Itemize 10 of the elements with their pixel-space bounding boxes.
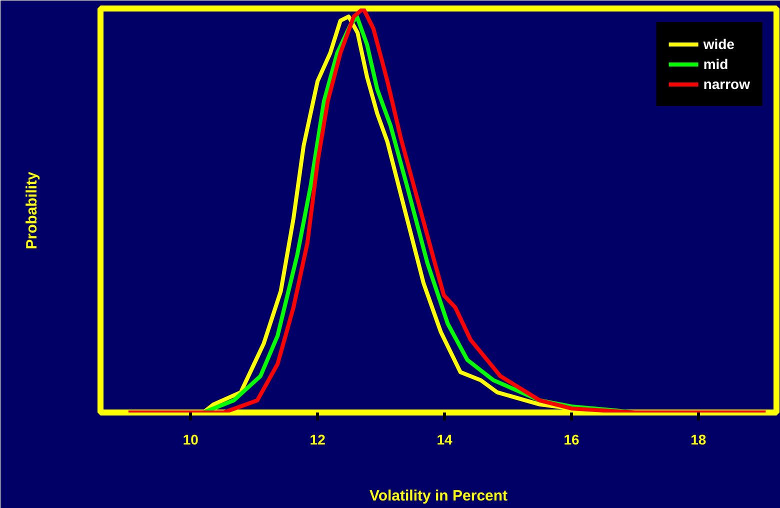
- x-tick-label: 14: [436, 432, 453, 448]
- y-axis-title: Probability: [24, 171, 40, 250]
- x-axis-title: Volatility in Percent: [369, 488, 508, 504]
- legend-label: mid: [703, 56, 728, 72]
- x-tick-label: 16: [564, 432, 580, 448]
- legend-label: narrow: [703, 76, 750, 92]
- x-tick-label: 18: [690, 432, 706, 448]
- x-tick-label: 12: [310, 432, 326, 448]
- legend-label: wide: [703, 36, 734, 52]
- x-tick-label: 10: [182, 432, 199, 448]
